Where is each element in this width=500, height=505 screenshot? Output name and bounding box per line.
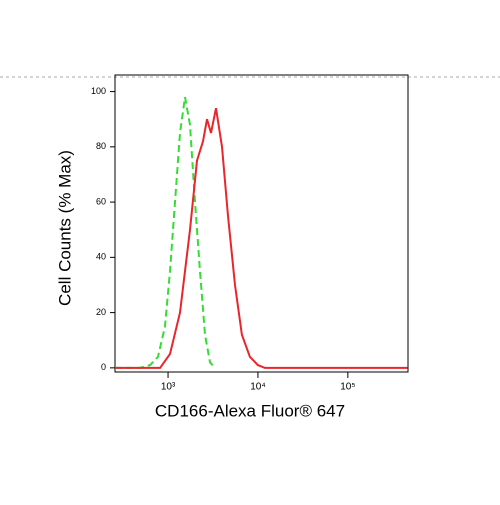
y-axis-label: Cell Counts (% Max) bbox=[55, 150, 74, 306]
y-tick-label: 80 bbox=[96, 141, 106, 151]
histogram-line bbox=[115, 108, 408, 369]
histogram-line bbox=[115, 96, 216, 369]
y-tick-label: 40 bbox=[96, 252, 106, 262]
y-tick-label: 0 bbox=[101, 362, 106, 372]
y-tick-label: 100 bbox=[91, 86, 106, 96]
x-tick-label: 10⁴ bbox=[250, 382, 265, 393]
x-tick-label: 10³ bbox=[161, 382, 176, 393]
y-tick-label: 20 bbox=[96, 307, 106, 317]
x-axis-label: CD166-Alexa Fluor® 647 bbox=[155, 401, 345, 420]
y-tick-label: 60 bbox=[96, 196, 106, 206]
plot-frame bbox=[114, 74, 409, 373]
x-tick-label: 10⁵ bbox=[340, 382, 355, 393]
